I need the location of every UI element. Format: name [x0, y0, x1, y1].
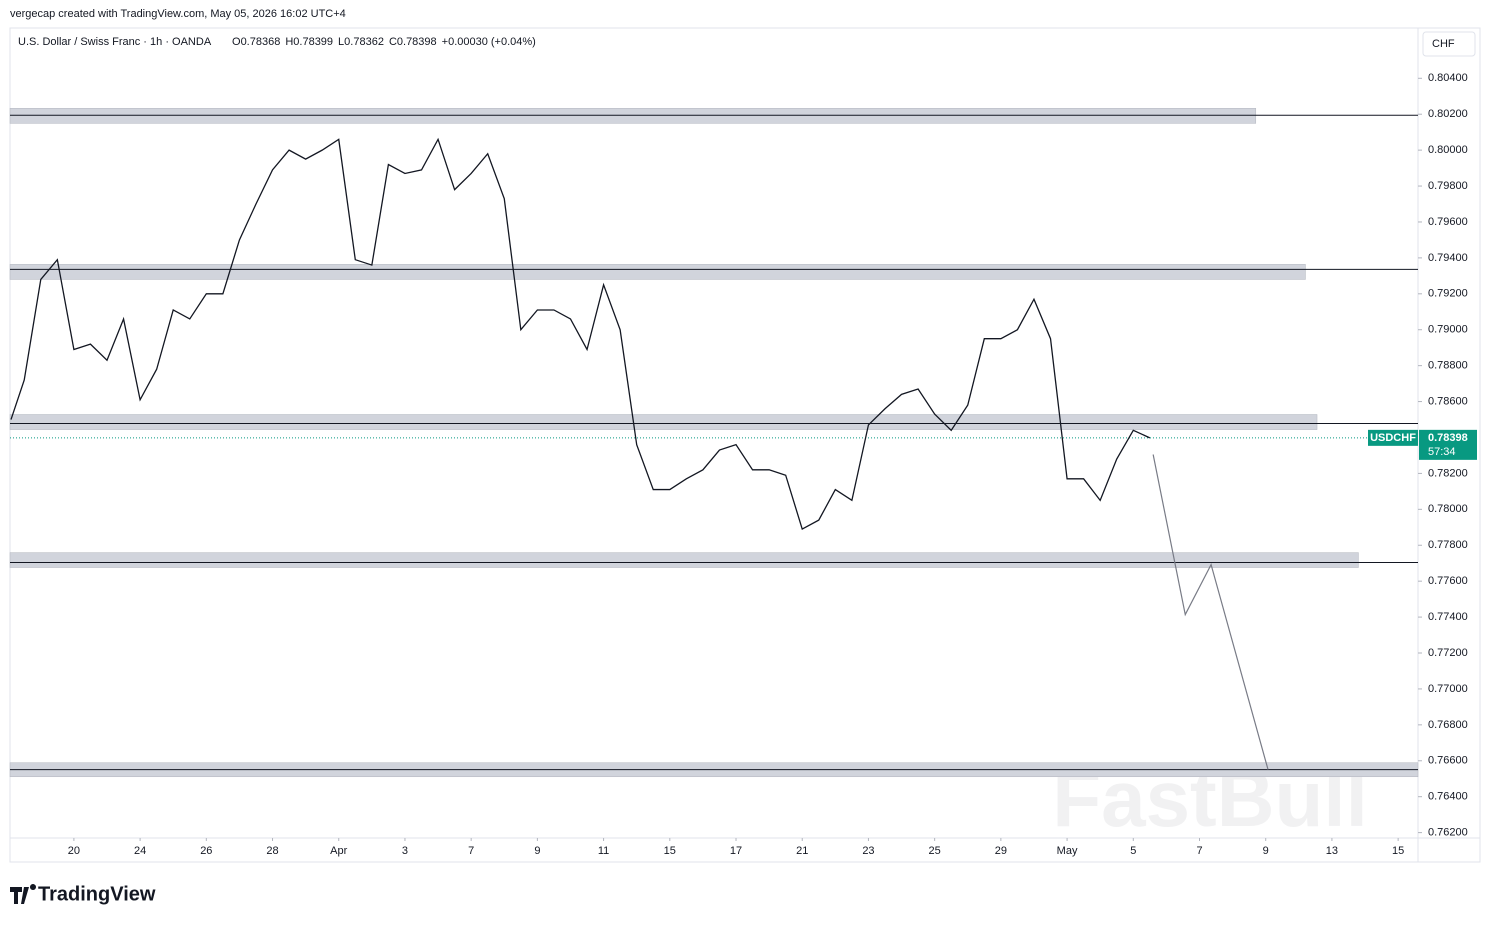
price-line: [10, 137, 1151, 531]
x-tick-label: 3: [402, 845, 408, 857]
x-tick-label: 24: [134, 845, 146, 857]
price-tag-text: 0.78398: [1428, 432, 1468, 444]
ohlc-prefix: O: [232, 36, 241, 48]
symbol-tag-text: USDCHF: [1370, 432, 1416, 444]
x-tick-label: 9: [534, 845, 540, 857]
x-tick-label: 15: [664, 845, 676, 857]
y-tick-label: 0.80400: [1428, 72, 1468, 84]
logo-text: TradingView: [38, 883, 156, 905]
y-tick-label: 0.80200: [1428, 108, 1468, 120]
x-tick-label: 21: [796, 845, 808, 857]
y-tick-label: 0.79400: [1428, 252, 1468, 264]
y-tick-label: 0.76200: [1428, 827, 1468, 839]
plot: [9, 108, 1419, 778]
zone: [9, 108, 1257, 124]
y-tick-label: 0.79800: [1428, 180, 1468, 192]
x-tick-label: 11: [598, 845, 609, 857]
logo-icon: [10, 884, 36, 904]
logo: TradingView: [10, 883, 156, 905]
ohlc: O 0.78368 H 0.78399 L 0.78362 C 0.78398 +0.00030…: [232, 36, 536, 48]
x-tick-label: 5: [1130, 845, 1136, 857]
x-tick-label: 25: [929, 845, 941, 857]
zone: [9, 264, 1306, 280]
price-tag: [1419, 429, 1477, 460]
projection-line: [1152, 454, 1269, 770]
countdown: 57:34: [1428, 446, 1456, 458]
y-tick-label: 0.78000: [1428, 503, 1468, 515]
ohlc-prefix: L: [338, 36, 344, 48]
x-tick-label: 28: [266, 845, 278, 857]
y-tick-label: 0.77400: [1428, 611, 1468, 623]
x-tick-label: Apr: [330, 845, 347, 857]
symbol-title: U.S. Dollar / Swiss Franc · 1h · OANDA: [18, 36, 212, 48]
x-tick-label: May: [1057, 845, 1078, 857]
y-tick-label: 0.80000: [1428, 144, 1468, 156]
currency-box: [1422, 31, 1476, 57]
y-tick-label: 0.76800: [1428, 719, 1468, 731]
y-tick-label: 0.77600: [1428, 575, 1468, 587]
x-tick-label: 9: [1263, 845, 1269, 857]
y-tick-label: 0.76600: [1428, 755, 1468, 767]
y-tick-label: 0.78200: [1428, 467, 1468, 479]
y-tick-label: 0.79600: [1428, 216, 1468, 228]
currency: CHF: [1432, 38, 1455, 50]
x-tick-label: 20: [68, 845, 80, 857]
x-tick-label: 7: [468, 845, 474, 857]
x-tick-label: 7: [1196, 845, 1202, 857]
ohlc-prefix: C: [389, 36, 397, 48]
header: vergecap created with TradingView.com, M…: [10, 8, 346, 20]
ohlc-value: 0.78398: [397, 36, 437, 48]
zone: [9, 414, 1318, 430]
ohlc-value: 0.78399: [293, 36, 333, 48]
y-tick-label: 0.77000: [1428, 683, 1468, 695]
x-tick-label: 13: [1326, 845, 1338, 857]
y-tick-label: 0.76400: [1428, 791, 1468, 803]
x-tick-label: 15: [1392, 845, 1404, 857]
y-tick-label: 0.78600: [1428, 395, 1468, 407]
x-tick-label: 17: [730, 845, 742, 857]
ohlc-prefix: H: [285, 36, 293, 48]
y-tick-label: 0.79000: [1428, 324, 1468, 336]
ohlc-value: 0.78368: [241, 36, 281, 48]
x-tick-label: 23: [862, 845, 874, 857]
zone: [9, 552, 1359, 568]
x-tick-label: 29: [995, 845, 1007, 857]
y-tick-label: 0.77200: [1428, 647, 1468, 659]
symbol-tag: [1368, 429, 1418, 446]
x-tick-label: 26: [200, 845, 212, 857]
y-tick-label: 0.77800: [1428, 539, 1468, 551]
ohlc-value: 0.78362: [344, 36, 384, 48]
y-tick-label: 0.79200: [1428, 288, 1468, 300]
chart-frame: [9, 27, 1481, 863]
change: +0.00030 (+0.04%): [442, 36, 536, 48]
y-tick-label: 0.78800: [1428, 360, 1468, 372]
